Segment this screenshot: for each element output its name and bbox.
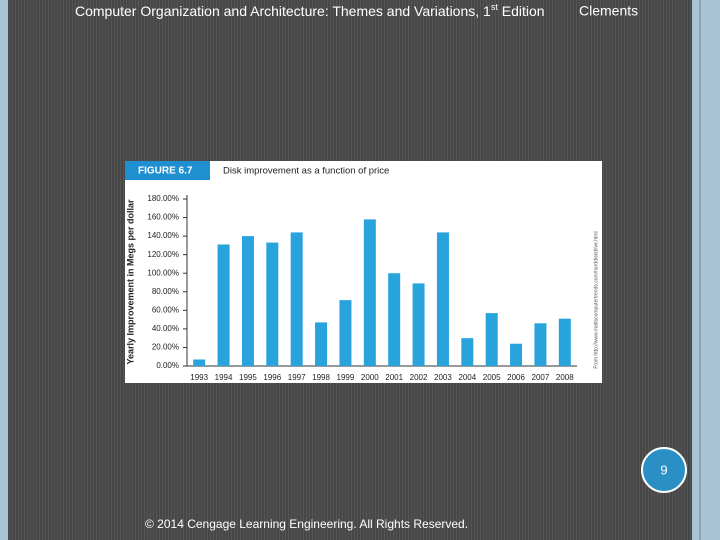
chart-title: FIGURE 6.7 — [138, 166, 193, 177]
x-tick-label: 2003 — [434, 373, 452, 382]
bar — [241, 236, 254, 366]
x-tick-label: 2006 — [507, 373, 525, 382]
x-tick-label: 2002 — [410, 373, 428, 382]
figure-label-box — [125, 161, 210, 180]
x-tick-label: 1995 — [239, 373, 257, 382]
chart-subtitle: Disk improvement as a function of price — [223, 166, 389, 177]
bar — [315, 322, 328, 366]
slide-number-badge — [641, 447, 687, 493]
y-tick-label: 160.00% — [147, 213, 179, 222]
bar — [388, 273, 401, 366]
figure — [125, 161, 602, 383]
x-tick-label: 2005 — [483, 373, 501, 382]
x-tick-label: 1997 — [288, 373, 306, 382]
x-tick-label: 1996 — [263, 373, 281, 382]
right-border — [692, 0, 720, 540]
x-tick-label: 2008 — [556, 373, 574, 382]
y-tick-label: 140.00% — [147, 231, 179, 240]
bar — [534, 323, 547, 366]
header-title-main: Computer Organization and Architecture: … — [75, 3, 491, 19]
bar — [412, 283, 425, 366]
bar — [436, 232, 449, 366]
bar — [217, 244, 230, 366]
bar — [363, 219, 376, 366]
bar — [510, 343, 523, 366]
footer: © 2014 Cengage Learning Engineering. All… — [145, 517, 468, 531]
x-tick-label: 2004 — [458, 373, 476, 382]
header-title-sup: st — [491, 2, 499, 12]
left-border — [0, 0, 8, 540]
bar — [193, 359, 206, 366]
bar — [266, 242, 279, 366]
y-tick-label: 40.00% — [152, 324, 179, 333]
bar — [339, 300, 352, 366]
x-tick-label: 1993 — [190, 373, 208, 382]
source-note: From http://www.mattscomputertrends.com/… — [593, 231, 599, 368]
bar — [485, 313, 498, 366]
y-tick-label: 60.00% — [152, 305, 179, 314]
header-title: Computer Organization and Architecture: … — [75, 2, 545, 18]
y-tick-label: 0.00% — [156, 361, 179, 370]
y-tick-label: 180.00% — [147, 194, 179, 203]
y-tick-label: 120.00% — [147, 250, 179, 259]
x-tick-label: 2000 — [361, 373, 379, 382]
y-tick-label: 80.00% — [152, 287, 179, 296]
bar — [461, 338, 474, 366]
header-author: Clements — [579, 3, 638, 19]
bar — [558, 318, 571, 366]
x-tick-label: 1999 — [337, 373, 355, 382]
slide-number: 9 — [660, 462, 667, 477]
x-tick-label: 1998 — [312, 373, 330, 382]
y-tick-label: 100.00% — [147, 268, 179, 277]
y-tick-label: 20.00% — [152, 343, 179, 352]
x-tick-label: 2007 — [532, 373, 550, 382]
x-tick-label: 2001 — [385, 373, 403, 382]
bar — [290, 232, 303, 366]
x-tick-label: 1994 — [215, 373, 233, 382]
header-title-end: Edition — [498, 3, 545, 19]
y-axis-label: Yearly Improvement in Megs per dollar — [125, 199, 135, 365]
